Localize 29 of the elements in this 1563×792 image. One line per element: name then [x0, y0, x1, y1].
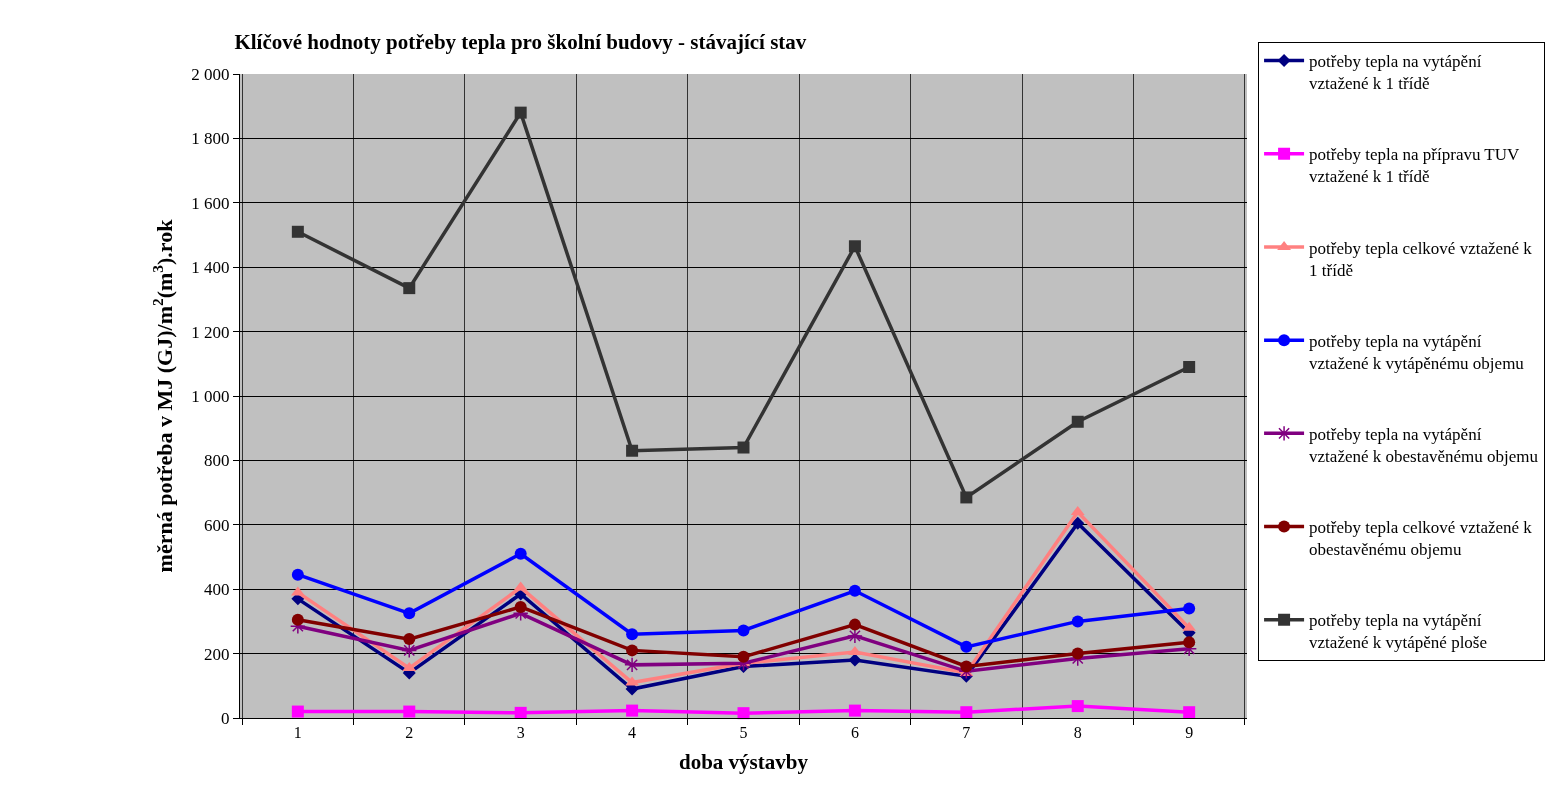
- y-tick-label: 1 000: [191, 386, 230, 406]
- legend-label: potřeby tepla na vytápění vztažené k 1 třídě: [1309, 52, 1482, 94]
- chart-title: Klíčové hodnoty potřeby tepla pro školní budovy - stávající stav: [234, 30, 807, 55]
- x-tick-label: 2: [405, 724, 414, 742]
- y-tick-label: 2 000: [191, 64, 230, 84]
- x-tick-label: 4: [628, 724, 637, 742]
- x-tick-label: 3: [516, 724, 525, 742]
- y-tick-label: 1 200: [191, 322, 230, 342]
- y-tick-label: 1 400: [191, 258, 230, 278]
- y-tick-label: 0: [221, 708, 230, 728]
- x-tick-label: 1: [293, 724, 302, 742]
- x-axis-title: doba výstavby: [679, 750, 809, 775]
- y-tick-label: 1 800: [191, 129, 230, 149]
- y-tick-label: 1 600: [191, 193, 230, 213]
- legend-label: potřeby tepla na vytápění vztažené k vytápěnému objemu: [1309, 331, 1525, 373]
- x-tick-label: 6: [850, 724, 859, 742]
- legend-label: potřeby tepla na vytápění vztažené k obestavěnému objemu: [1309, 424, 1539, 467]
- x-tick-label: 8: [1073, 724, 1082, 742]
- y-tick-label: 400: [204, 580, 230, 600]
- legend-label: potřeby tepla celkové vztažené k 1 třídě: [1309, 238, 1533, 280]
- x-tick-label: 5: [739, 724, 748, 742]
- y-tick-label: 800: [204, 451, 230, 471]
- y-tick-label: 200: [204, 644, 230, 664]
- x-tick-label: 9: [1185, 724, 1194, 742]
- x-tick-label: 7: [962, 724, 971, 742]
- legend-label: potřeby tepla celkové vztažené k obestavěnému objemu: [1309, 518, 1533, 560]
- y-tick-label: 600: [204, 515, 230, 535]
- legend-label: potřeby tepla na vytápění vztažené k vytápěné ploše: [1309, 611, 1488, 653]
- legend-label: potřeby tepla na přípravu TUV vztažené k 1 třídě: [1309, 145, 1521, 187]
